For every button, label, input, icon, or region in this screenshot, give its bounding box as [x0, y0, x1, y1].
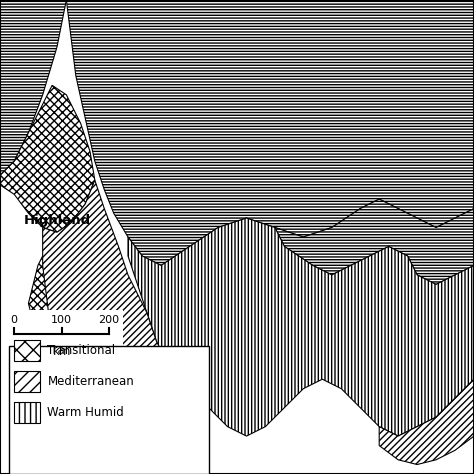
Text: Mediterranean: Mediterranean [47, 375, 134, 388]
Bar [9, 310, 123, 351]
Polygon shape [43, 180, 190, 455]
Bar [14, 402, 40, 423]
Text: Highland: Highland [24, 214, 91, 227]
Bar [14, 340, 40, 361]
Polygon shape [379, 379, 474, 465]
Bar [14, 371, 40, 392]
Polygon shape [275, 199, 474, 284]
Polygon shape [66, 0, 474, 265]
Text: 0: 0 [11, 315, 18, 325]
Text: 200: 200 [99, 315, 119, 325]
Polygon shape [128, 218, 474, 436]
Polygon shape [0, 0, 66, 175]
Polygon shape [28, 237, 133, 370]
Bar [9, 346, 209, 474]
Text: km: km [53, 345, 71, 357]
Text: Warm Humid: Warm Humid [47, 406, 124, 419]
Text: Transitional: Transitional [47, 344, 116, 357]
Polygon shape [0, 85, 95, 232]
Text: 100: 100 [51, 315, 72, 325]
